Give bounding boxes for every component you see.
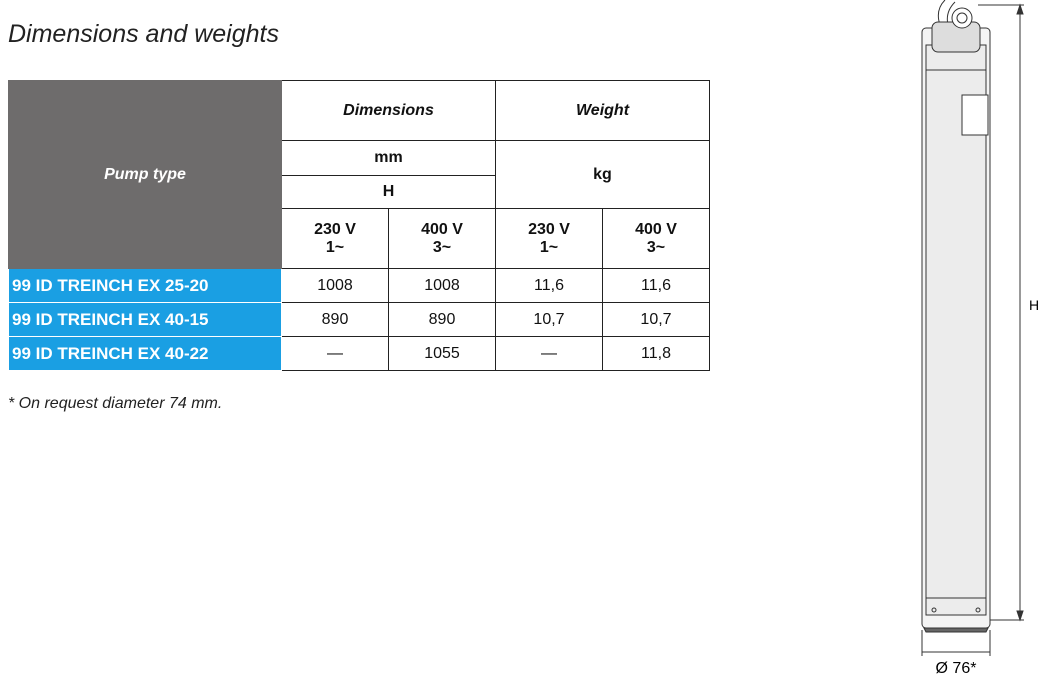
- diameter-label: Ø 76*: [936, 660, 977, 677]
- table-row: 99 ID TREINCH EX 25-20 1008 1008 11,6 11,6: [8, 268, 710, 303]
- table-row: 99 ID TREINCH EX 40-22—1055—11,8: [8, 336, 710, 371]
- phase: 3~: [646, 238, 666, 256]
- voltage: 400 V: [635, 220, 677, 238]
- header-cell: H: [281, 175, 496, 209]
- voltage: 400 V: [421, 220, 463, 238]
- value-cell: —: [281, 336, 389, 371]
- pump-name: 99 ID TREINCH EX 40-15: [8, 302, 282, 337]
- header-cell: kg: [495, 140, 710, 209]
- phase: 1~: [325, 238, 345, 256]
- value-cell: 1008: [388, 268, 496, 303]
- height-label: H: [1029, 297, 1039, 313]
- phase: 1~: [539, 238, 559, 256]
- voltage-cell: 400 V 3~: [602, 208, 710, 269]
- value-cell: 1008: [281, 268, 389, 303]
- voltage-cell: 400 V 3~: [388, 208, 496, 269]
- pump-name: 99 ID TREINCH EX 40-22: [8, 336, 282, 371]
- value-cell: —: [495, 336, 603, 371]
- table: Pump type Dimensions Weight mm kg H 230 …: [8, 80, 710, 371]
- table-row: 99 ID TREINCH EX 40-15 890 890 10,7 10,7: [8, 302, 710, 337]
- phase: 3~: [432, 238, 452, 256]
- value-cell: 10,7: [602, 302, 710, 337]
- footnote: * On request diameter 74 mm.: [8, 395, 223, 412]
- value-cell: 11,6: [602, 268, 710, 303]
- value-cell: 11,8: [602, 336, 710, 371]
- pump-name: 99 ID TREINCH EX 25-20: [8, 268, 282, 303]
- title: Dimensions and weights: [8, 20, 279, 48]
- value-cell: 1055: [388, 336, 496, 371]
- voltage: 230 V: [528, 220, 570, 238]
- value-cell: 10,7: [495, 302, 603, 337]
- voltage-cell: 230 V 1~: [495, 208, 603, 269]
- value-cell: 890: [281, 302, 389, 337]
- header-cell: Weight: [495, 80, 710, 141]
- voltage: 230 V: [314, 220, 356, 238]
- value-cell: 11,6: [495, 268, 603, 303]
- voltage-cell: 230 V 1~: [281, 208, 389, 269]
- value-cell: 890: [388, 302, 496, 337]
- header-cell: Pump type: [8, 80, 282, 269]
